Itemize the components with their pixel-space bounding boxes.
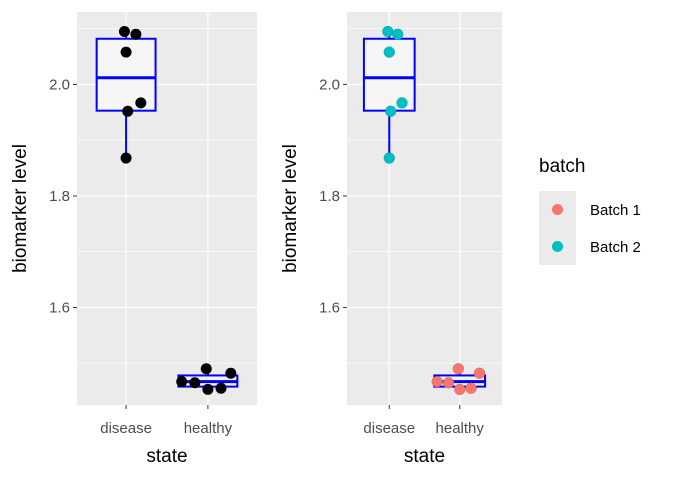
legend-title: batch	[539, 156, 585, 177]
data-point	[396, 97, 408, 109]
data-point	[176, 376, 188, 388]
y-tick-label: 2.0	[49, 76, 70, 93]
data-point	[202, 383, 214, 395]
legend-label: Batch 2	[590, 239, 641, 256]
y-axis-title: biomarker level	[10, 144, 31, 273]
data-point	[130, 28, 142, 40]
data-point	[200, 363, 212, 375]
data-point	[385, 105, 397, 117]
x-tick-label: disease	[363, 420, 415, 437]
data-point	[122, 105, 134, 117]
data-point	[473, 367, 486, 379]
data-point	[452, 363, 464, 375]
x-tick-label: healthy	[184, 420, 233, 437]
legend: batch Batch 1 Batch 2	[539, 156, 641, 265]
data-point	[465, 382, 477, 394]
data-point	[120, 46, 132, 58]
data-point	[118, 26, 130, 38]
data-point	[392, 28, 404, 40]
chart-panel-1: 1.6 1.8 2.0 disease healthy state biomarker le…	[10, 12, 257, 467]
data-point	[431, 375, 443, 388]
y-tick-label: 1.8	[319, 188, 340, 205]
data-point	[383, 152, 395, 164]
data-point	[383, 46, 395, 58]
y-tick-label: 1.6	[319, 299, 340, 316]
chart-panel-2: 1.6 1.8 2.0 disease healthy state biomarker le…	[280, 12, 641, 467]
data-point	[135, 97, 147, 109]
y-tick-label: 2.0	[319, 76, 340, 93]
data-point	[225, 367, 237, 379]
y-tick-label: 1.6	[49, 299, 70, 316]
legend-key-swatch	[552, 241, 563, 252]
data-point	[454, 383, 466, 396]
x-axis-title: state	[404, 446, 445, 467]
data-point	[215, 382, 227, 394]
data-point	[442, 377, 455, 389]
data-point	[189, 377, 201, 389]
x-axis-title: state	[146, 446, 187, 467]
x-tick-label: disease	[100, 420, 152, 437]
data-point	[120, 152, 132, 164]
y-tick-label: 1.8	[49, 188, 70, 205]
legend-key-swatch	[552, 204, 563, 215]
y-axis-title: biomarker level	[280, 144, 301, 273]
data-point	[382, 25, 394, 38]
legend-label: Batch 1	[590, 202, 641, 219]
x-tick-label: healthy	[436, 420, 485, 437]
